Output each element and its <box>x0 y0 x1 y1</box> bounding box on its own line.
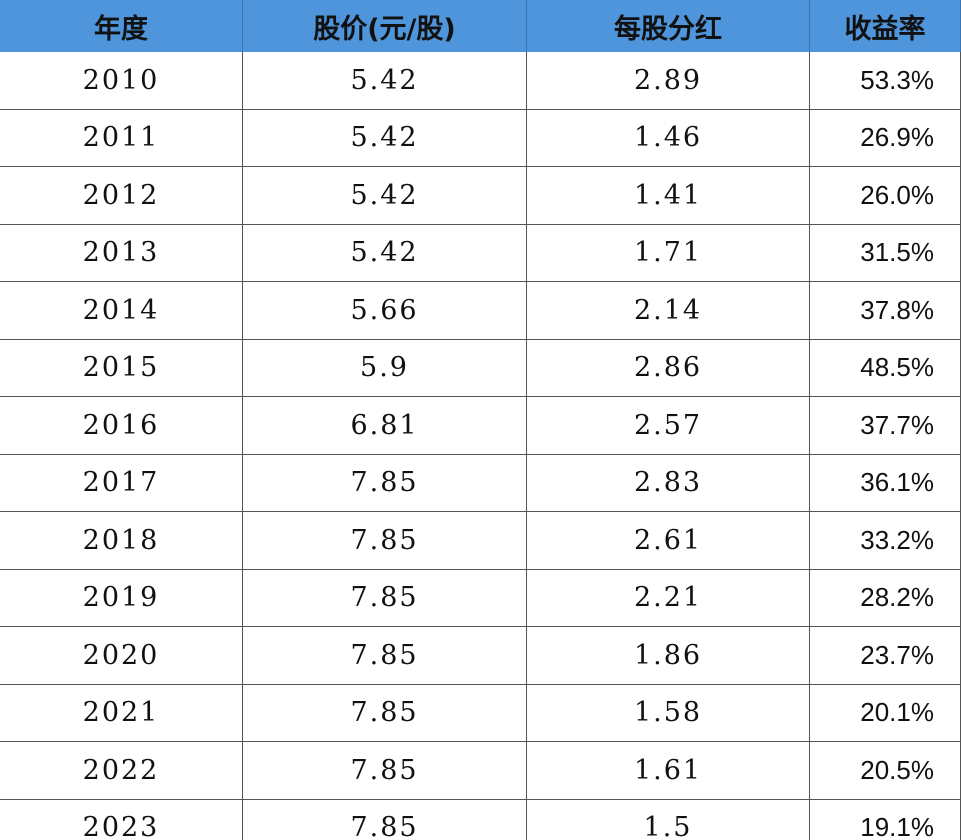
table-cell: 2012 <box>0 167 243 225</box>
table-cell: 19.1% <box>810 799 961 840</box>
table-cell: 2021 <box>0 684 243 742</box>
table-cell: 2.21 <box>527 569 810 627</box>
table-cell: 1.41 <box>527 167 810 225</box>
table-cell: 2014 <box>0 282 243 340</box>
table-cell: 26.0% <box>810 167 961 225</box>
table-cell: 23.7% <box>810 627 961 685</box>
header-cell: 股价(元/股) <box>243 0 527 52</box>
header-cell: 每股分红 <box>527 0 810 52</box>
table-cell: 33.2% <box>810 512 961 570</box>
table-cell: 7.85 <box>243 569 527 627</box>
table-cell: 2.83 <box>527 454 810 512</box>
table-cell: 2.57 <box>527 397 810 455</box>
table-cell: 5.9 <box>243 339 527 397</box>
table-cell: 37.7% <box>810 397 961 455</box>
table-cell: 2022 <box>0 742 243 800</box>
table-cell: 26.9% <box>810 109 961 167</box>
table-cell: 37.8% <box>810 282 961 340</box>
table-cell: 1.5 <box>527 799 810 840</box>
table-cell: 2.61 <box>527 512 810 570</box>
table-cell: 1.61 <box>527 742 810 800</box>
table-cell: 2020 <box>0 627 243 685</box>
table-cell: 2018 <box>0 512 243 570</box>
table-cell: 28.2% <box>810 569 961 627</box>
table-cell: 2016 <box>0 397 243 455</box>
table-cell: 5.42 <box>243 52 527 110</box>
table-cell: 20.1% <box>810 684 961 742</box>
table-cell: 2.86 <box>527 339 810 397</box>
table-cell: 7.85 <box>243 454 527 512</box>
table-cell: 5.42 <box>243 224 527 282</box>
table-cell: 36.1% <box>810 454 961 512</box>
table-cell: 5.42 <box>243 167 527 225</box>
table-cell: 5.42 <box>243 109 527 167</box>
table-cell: 2.14 <box>527 282 810 340</box>
table-cell: 7.85 <box>243 742 527 800</box>
table-cell: 2019 <box>0 569 243 627</box>
table-cell: 2023 <box>0 799 243 840</box>
table-cell: 1.58 <box>527 684 810 742</box>
table-cell: 1.71 <box>527 224 810 282</box>
table-cell: 2011 <box>0 109 243 167</box>
table-cell: 20.5% <box>810 742 961 800</box>
header-cell: 收益率 <box>810 0 961 52</box>
table-cell: 1.46 <box>527 109 810 167</box>
table-cell: 7.85 <box>243 512 527 570</box>
header-cell: 年度 <box>0 0 243 52</box>
table-cell: 2010 <box>0 52 243 110</box>
table-cell: 7.85 <box>243 684 527 742</box>
table-cell: 7.85 <box>243 627 527 685</box>
table-cell: 2013 <box>0 224 243 282</box>
table-cell: 31.5% <box>810 224 961 282</box>
table-cell: 1.86 <box>527 627 810 685</box>
table-cell: 2015 <box>0 339 243 397</box>
table-cell: 5.66 <box>243 282 527 340</box>
table-cell: 2017 <box>0 454 243 512</box>
table-cell: 6.81 <box>243 397 527 455</box>
table-cell: 7.85 <box>243 799 527 840</box>
table-cell: 53.3% <box>810 52 961 110</box>
table-cell: 48.5% <box>810 339 961 397</box>
table-cell: 2.89 <box>527 52 810 110</box>
